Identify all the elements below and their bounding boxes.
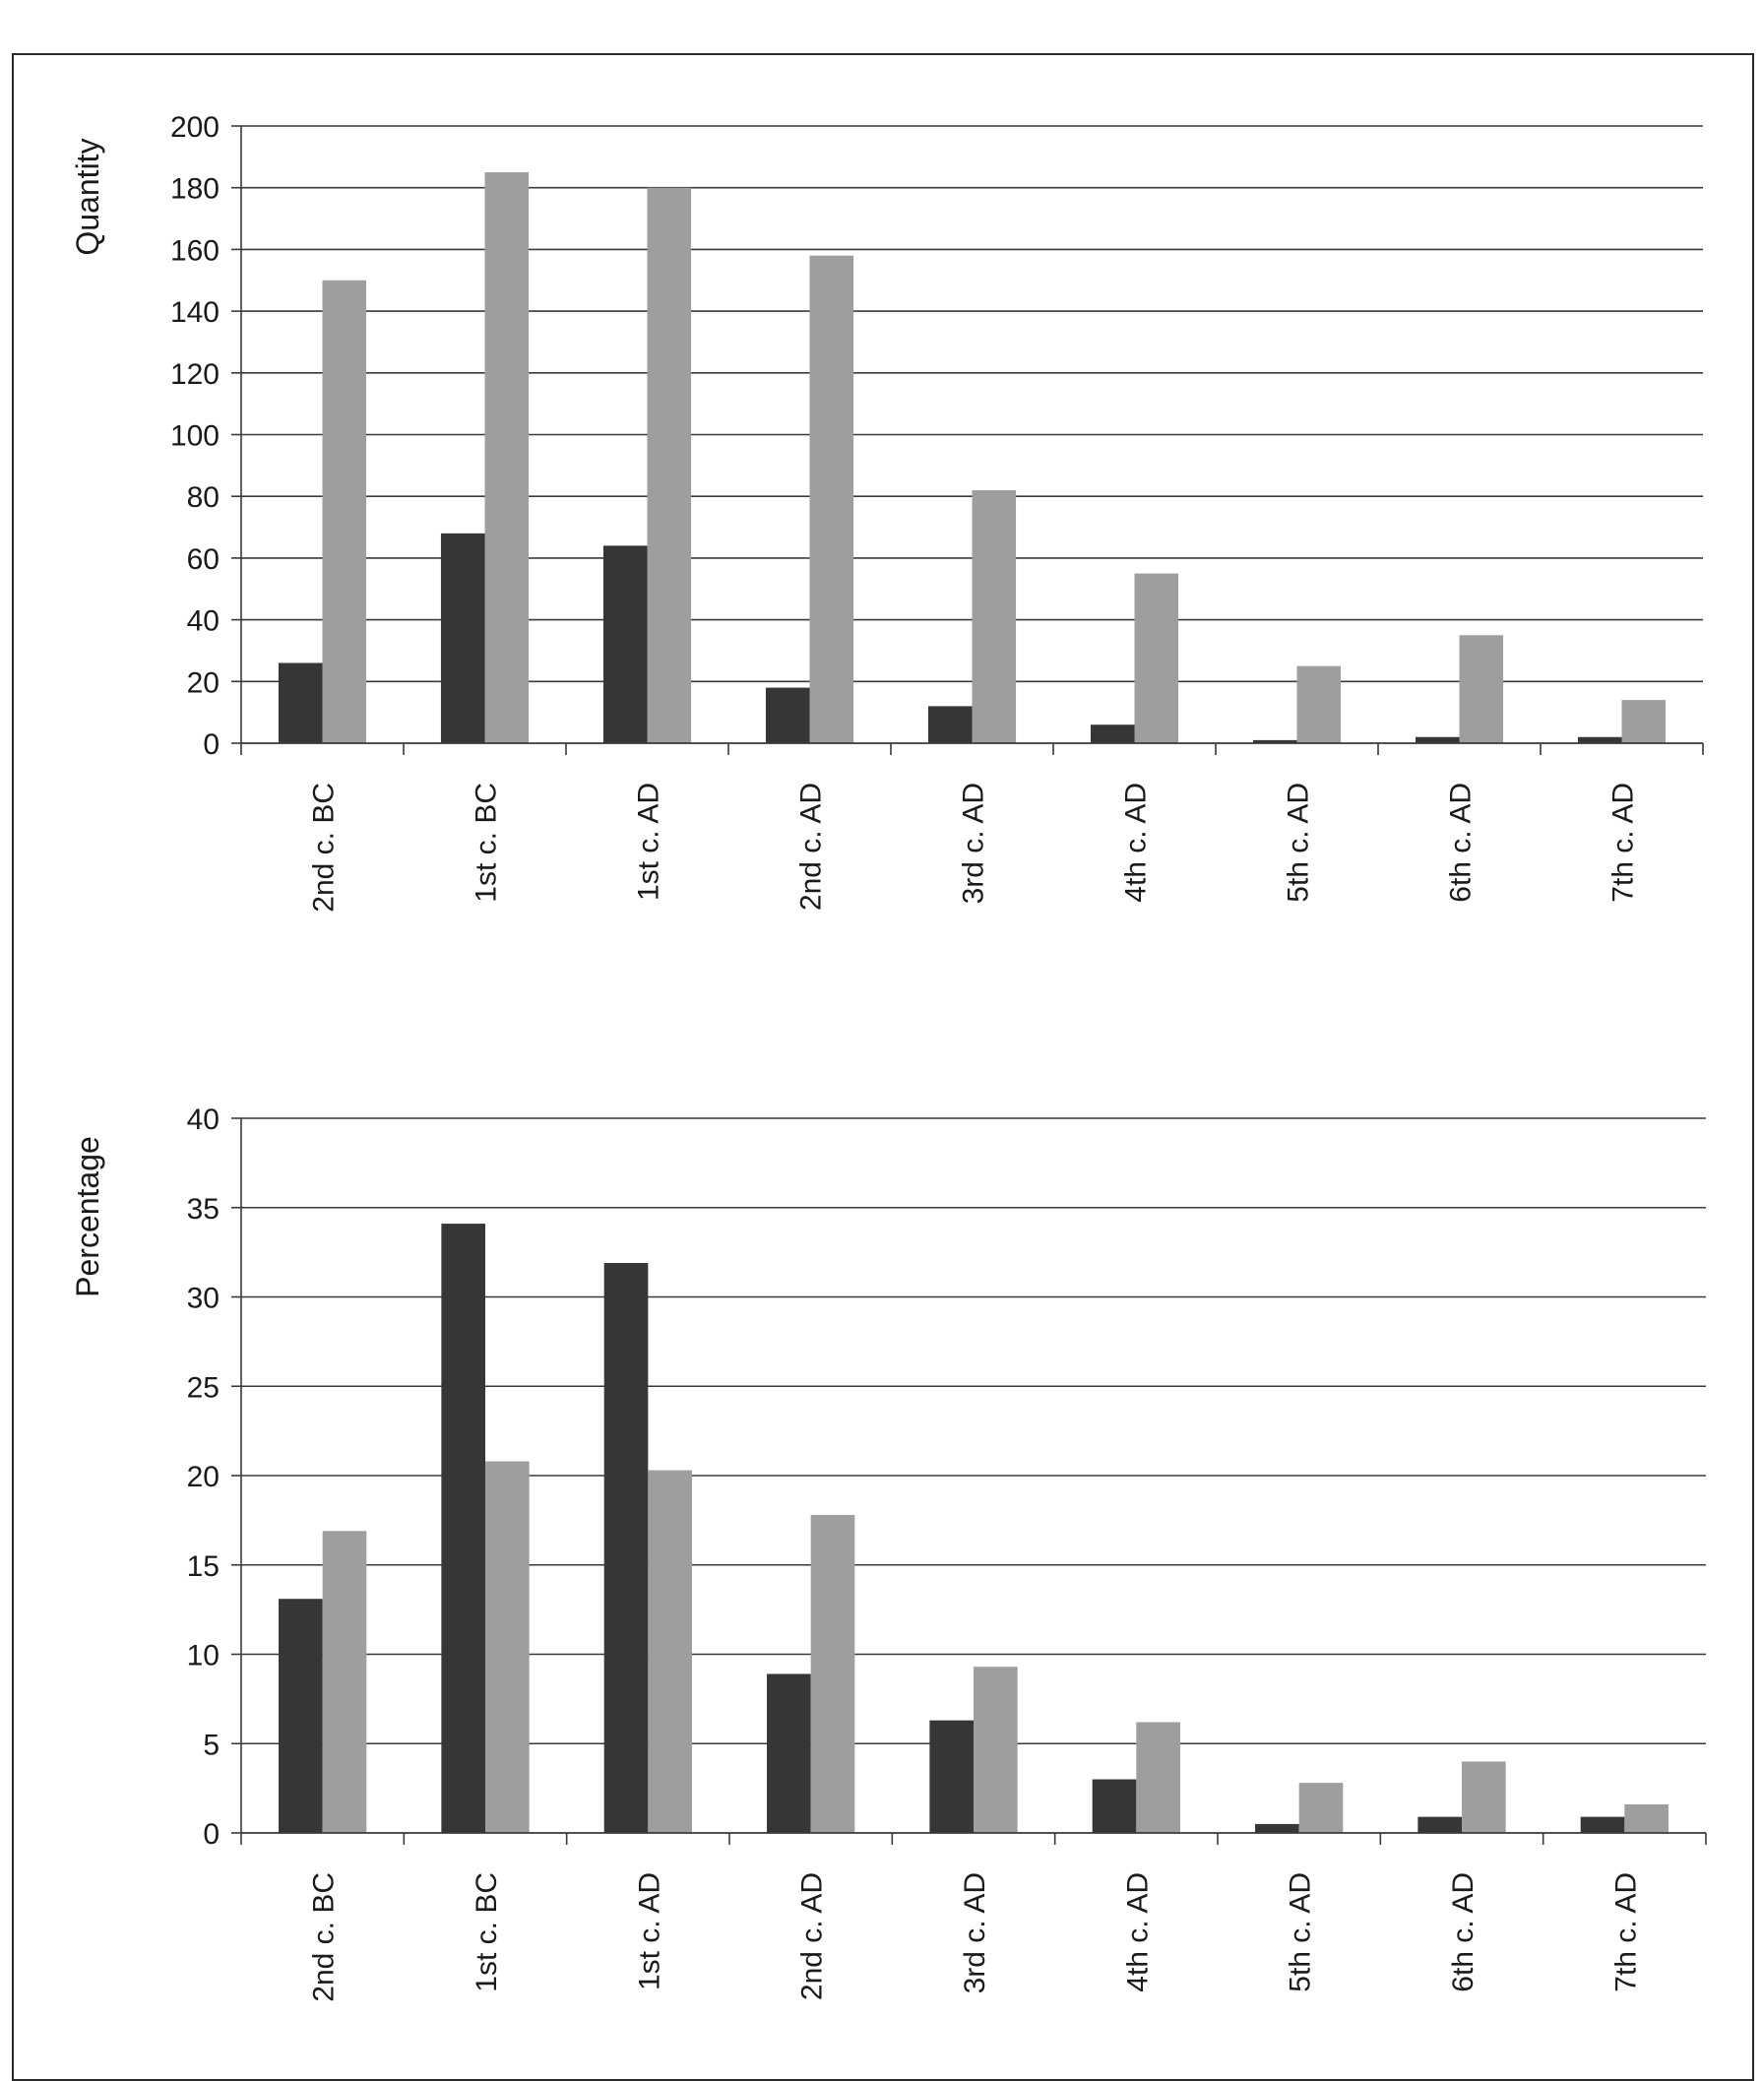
- y-tick-label: 60: [187, 543, 220, 576]
- bar-dark-1st-c-bc: [441, 1224, 485, 1833]
- y-tick-label: 15: [187, 1550, 220, 1583]
- bar-light-4th-c-ad: [1134, 573, 1179, 743]
- bar-dark-5th-c-ad: [1255, 1823, 1299, 1833]
- x-category-label: 6th c. AD: [1445, 783, 1478, 903]
- bar-light-1st-c-bc: [485, 1461, 530, 1833]
- x-category-label: 2nd c. AD: [795, 783, 828, 911]
- bar-light-5th-c-ad: [1296, 665, 1342, 743]
- bar-dark-7th-c-ad: [1577, 736, 1622, 743]
- x-category-label: 1st c. AD: [633, 1872, 665, 1990]
- y-axis-title: Percentage: [70, 1136, 105, 1297]
- bar-light-7th-c-ad: [1621, 700, 1667, 743]
- bar-light-2nd-c-bc: [322, 280, 367, 743]
- x-category-label: 6th c. AD: [1447, 1872, 1480, 1992]
- bar-light-2nd-c-ad: [809, 255, 854, 743]
- x-category-label: 4th c. AD: [1120, 783, 1153, 903]
- y-tick-label: 40: [187, 605, 220, 638]
- bar-dark-2nd-c-ad: [765, 687, 810, 743]
- y-tick-label: 5: [203, 1729, 220, 1761]
- y-tick-label: 0: [203, 728, 220, 761]
- bar-dark-1st-c-ad: [603, 1263, 649, 1833]
- y-tick-label: 25: [187, 1371, 220, 1404]
- bar-dark-4th-c-ad: [1090, 725, 1135, 743]
- x-category-label: 3rd c. AD: [959, 1872, 991, 1993]
- bar-dark-5th-c-ad: [1252, 739, 1297, 743]
- x-category-label: 2nd c. BC: [308, 1872, 341, 2002]
- bar-dark-6th-c-ad: [1415, 736, 1460, 743]
- bar-light-1st-c-ad: [648, 1470, 692, 1833]
- bar-light-6th-c-ad: [1459, 635, 1504, 743]
- x-category-label: 7th c. AD: [1607, 783, 1640, 903]
- x-category-label: 7th c. AD: [1609, 1872, 1642, 1992]
- y-tick-label: 200: [170, 111, 220, 144]
- x-category-label: 1st c. AD: [633, 783, 665, 901]
- x-category-label: 2nd c. BC: [308, 783, 341, 913]
- y-tick-label: 100: [170, 420, 220, 453]
- bar-dark-7th-c-ad: [1580, 1816, 1625, 1833]
- y-tick-label: 30: [187, 1283, 220, 1315]
- y-tick-label: 80: [187, 481, 220, 514]
- bar-dark-6th-c-ad: [1418, 1816, 1462, 1833]
- y-tick-label: 20: [187, 1461, 220, 1493]
- bar-light-6th-c-ad: [1462, 1761, 1506, 1833]
- x-category-label: 4th c. AD: [1121, 1872, 1154, 1992]
- quantity-chart: 0 20 40 60 80 100 120 140 160 180 200 Quantity 2nd c…: [70, 111, 1704, 913]
- x-category-label: 1st c. BC: [471, 783, 503, 903]
- y-tick-label: 120: [170, 358, 220, 391]
- bar-light-2nd-c-bc: [322, 1531, 367, 1833]
- y-tick-label: 35: [187, 1193, 220, 1226]
- x-category-label: 3rd c. AD: [958, 783, 990, 904]
- bar-light-2nd-c-ad: [810, 1514, 855, 1833]
- bar-dark-2nd-c-bc: [279, 1599, 323, 1833]
- y-tick-label: 40: [187, 1104, 220, 1136]
- bar-dark-1st-c-bc: [440, 533, 485, 743]
- y-tick-label: 20: [187, 666, 220, 699]
- x-category-label: 5th c. AD: [1283, 783, 1315, 903]
- bar-light-4th-c-ad: [1136, 1722, 1180, 1833]
- y-axis-title: Quantity: [70, 138, 105, 255]
- bar-dark-2nd-c-ad: [767, 1673, 811, 1833]
- bar-light-3rd-c-ad: [974, 1667, 1018, 1833]
- percentage-chart: 0 5 10 15 20 25 30 35 40 Percentage 2nd c. BC 1st c…: [70, 1104, 1707, 2002]
- bar-light-1st-c-ad: [647, 187, 692, 743]
- bar-dark-2nd-c-bc: [278, 662, 323, 743]
- x-category-label: 5th c. AD: [1285, 1872, 1317, 1992]
- bar-light-1st-c-bc: [484, 172, 530, 743]
- y-tick-label: 10: [187, 1640, 220, 1672]
- bar-dark-3rd-c-ad: [929, 1720, 974, 1833]
- y-tick-label: 0: [203, 1818, 220, 1851]
- bar-light-5th-c-ad: [1298, 1783, 1344, 1833]
- bar-dark-1st-c-ad: [602, 545, 648, 743]
- y-tick-label: 140: [170, 296, 220, 329]
- bar-light-3rd-c-ad: [972, 489, 1017, 743]
- x-category-label: 2nd c. AD: [796, 1872, 829, 2000]
- y-tick-label: 160: [170, 234, 220, 267]
- bar-light-7th-c-ad: [1624, 1803, 1669, 1833]
- bar-dark-3rd-c-ad: [927, 706, 973, 743]
- y-tick-label: 180: [170, 173, 220, 206]
- bar-dark-4th-c-ad: [1092, 1779, 1137, 1833]
- x-category-label: 1st c. BC: [471, 1872, 503, 1992]
